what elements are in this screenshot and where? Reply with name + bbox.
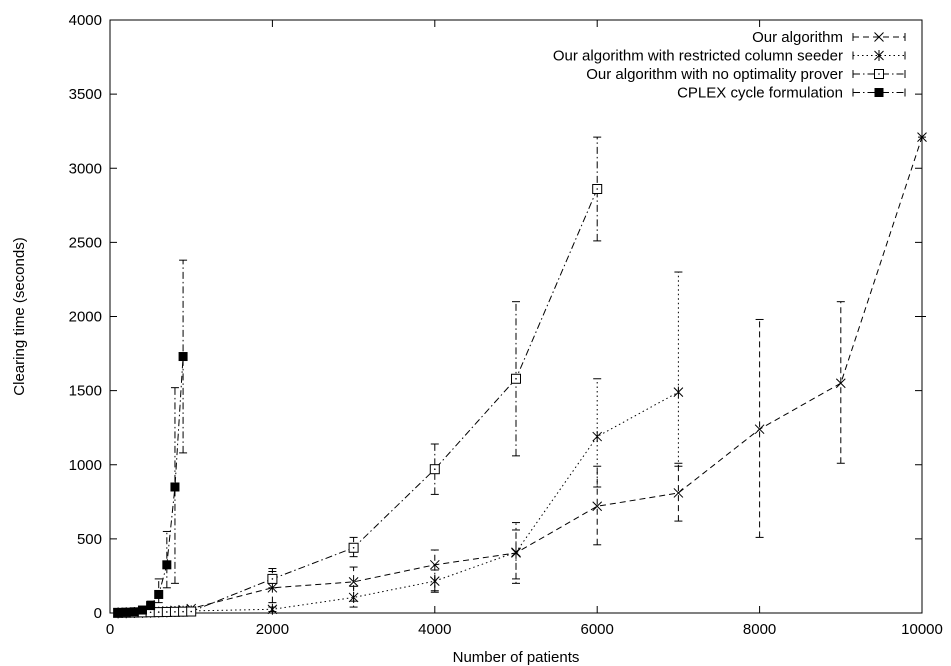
data-point-dot (149, 611, 152, 614)
y-tick-label: 4000 (69, 12, 102, 29)
data-point (673, 488, 684, 498)
series-4 (113, 259, 188, 618)
y-tick-label: 500 (77, 531, 102, 548)
series-line (118, 391, 679, 614)
data-point (121, 607, 131, 617)
data-point-dot (352, 546, 355, 549)
legend-label: CPLEX cycle formulation (677, 85, 843, 102)
data-point (511, 546, 521, 558)
legend-label: Our algorithm with no optimality prover (586, 66, 843, 83)
y-tick-label: 0 (94, 605, 102, 622)
y-tick-label: 3500 (69, 86, 102, 103)
x-tick-label: 2000 (256, 621, 289, 638)
legend-marker-dot (878, 73, 880, 75)
x-tick-label: 10000 (901, 621, 943, 638)
y-tick-label: 2000 (69, 309, 102, 326)
y-tick-label: 1500 (69, 383, 102, 400)
data-point (129, 607, 139, 617)
data-point (146, 601, 156, 611)
y-axis-title: Clearing time (seconds) (11, 237, 28, 395)
legend-marker (874, 32, 884, 42)
legend-marker (874, 50, 884, 61)
data-point-dot (515, 377, 517, 380)
data-point (917, 132, 927, 142)
data-point (137, 605, 147, 615)
data-point-dot (166, 611, 168, 613)
data-point (835, 378, 846, 389)
legend: Our algorithm Our algorithm with restrict… (553, 29, 906, 102)
data-point (267, 603, 278, 615)
data-point (178, 352, 188, 362)
data-point (113, 608, 123, 618)
y-tick-label: 2500 (69, 234, 102, 251)
series-layer (113, 132, 927, 619)
data-point (429, 559, 440, 570)
data-point-dot (434, 468, 436, 470)
data-point-dot (596, 188, 598, 190)
series-3 (113, 136, 603, 618)
data-point-dot (190, 610, 192, 613)
legend-marker (874, 88, 884, 97)
data-point (592, 431, 603, 443)
x-tick-label: 0 (106, 621, 114, 638)
data-point-dot (174, 611, 176, 613)
data-point-dot (182, 610, 184, 613)
data-point-dot (157, 611, 160, 613)
data-point (673, 386, 684, 398)
y-axis: 0 500 1000 1500 2000 2500 3000 3500 4000 (69, 12, 922, 622)
x-tick-label: 8000 (743, 621, 776, 638)
x-tick-label: 4000 (418, 621, 451, 638)
data-point (754, 424, 765, 435)
data-point (154, 589, 164, 599)
data-point (592, 501, 603, 512)
data-point (348, 577, 359, 587)
data-point (170, 482, 180, 492)
data-point (348, 591, 359, 603)
data-point (162, 560, 172, 570)
series-2 (113, 271, 684, 619)
y-tick-label: 3000 (69, 160, 102, 177)
x-axis-title: Number of patients (453, 649, 580, 666)
y-tick-label: 1000 (69, 457, 102, 474)
data-point (429, 575, 440, 587)
legend-label: Our algorithm with restricted column see… (553, 48, 843, 65)
data-point-dot (271, 578, 274, 580)
legend-label: Our algorithm (752, 29, 843, 46)
x-axis: 0 2000 4000 6000 8000 10000 (106, 20, 943, 638)
x-tick-label: 6000 (581, 621, 614, 638)
